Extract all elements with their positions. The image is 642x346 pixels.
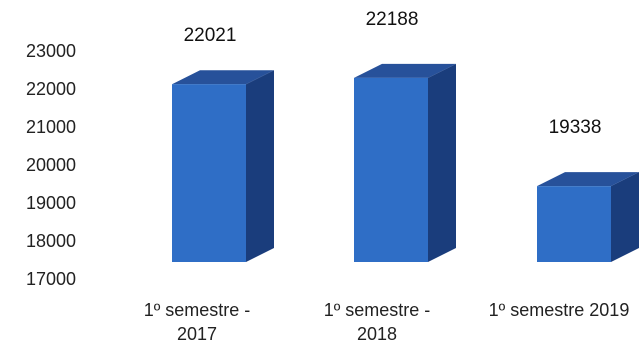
y-tick-label: 19000 [26, 193, 76, 213]
bar-top-face [172, 70, 274, 85]
y-tick-label: 22000 [26, 79, 76, 99]
category-label: 1º semestre -2017 [144, 300, 251, 344]
bar-front-face [537, 186, 611, 262]
y-tick-label: 21000 [26, 117, 76, 137]
data-label: 22021 [184, 25, 237, 46]
bar-front-face [172, 84, 246, 263]
data-label: 19338 [549, 117, 602, 138]
bar-side-face [611, 172, 639, 262]
data-labels: 22021 22188 19338 [184, 9, 602, 138]
x-axis: 1º semestre -2017 1º semestre -2018 1º sem… [144, 300, 630, 344]
y-tick-label: 23000 [26, 41, 76, 61]
bar [354, 63, 456, 262]
data-label: 22188 [366, 9, 419, 30]
bars [172, 63, 639, 263]
y-axis: 23000 22000 21000 20000 19000 18000 17000 [26, 41, 76, 289]
bar-side-face [428, 63, 456, 262]
bar-side-face [246, 70, 274, 263]
bar-front-face [354, 77, 428, 262]
y-tick-label: 20000 [26, 155, 76, 175]
bar-top-face [537, 172, 639, 187]
bar [537, 172, 639, 262]
bar [172, 70, 274, 263]
y-tick-label: 18000 [26, 231, 76, 251]
bar-top-face [354, 63, 456, 78]
category-label: 1º semestre 2019 [489, 300, 630, 320]
y-tick-label: 17000 [26, 269, 76, 289]
category-label: 1º semestre -2018 [324, 300, 431, 344]
